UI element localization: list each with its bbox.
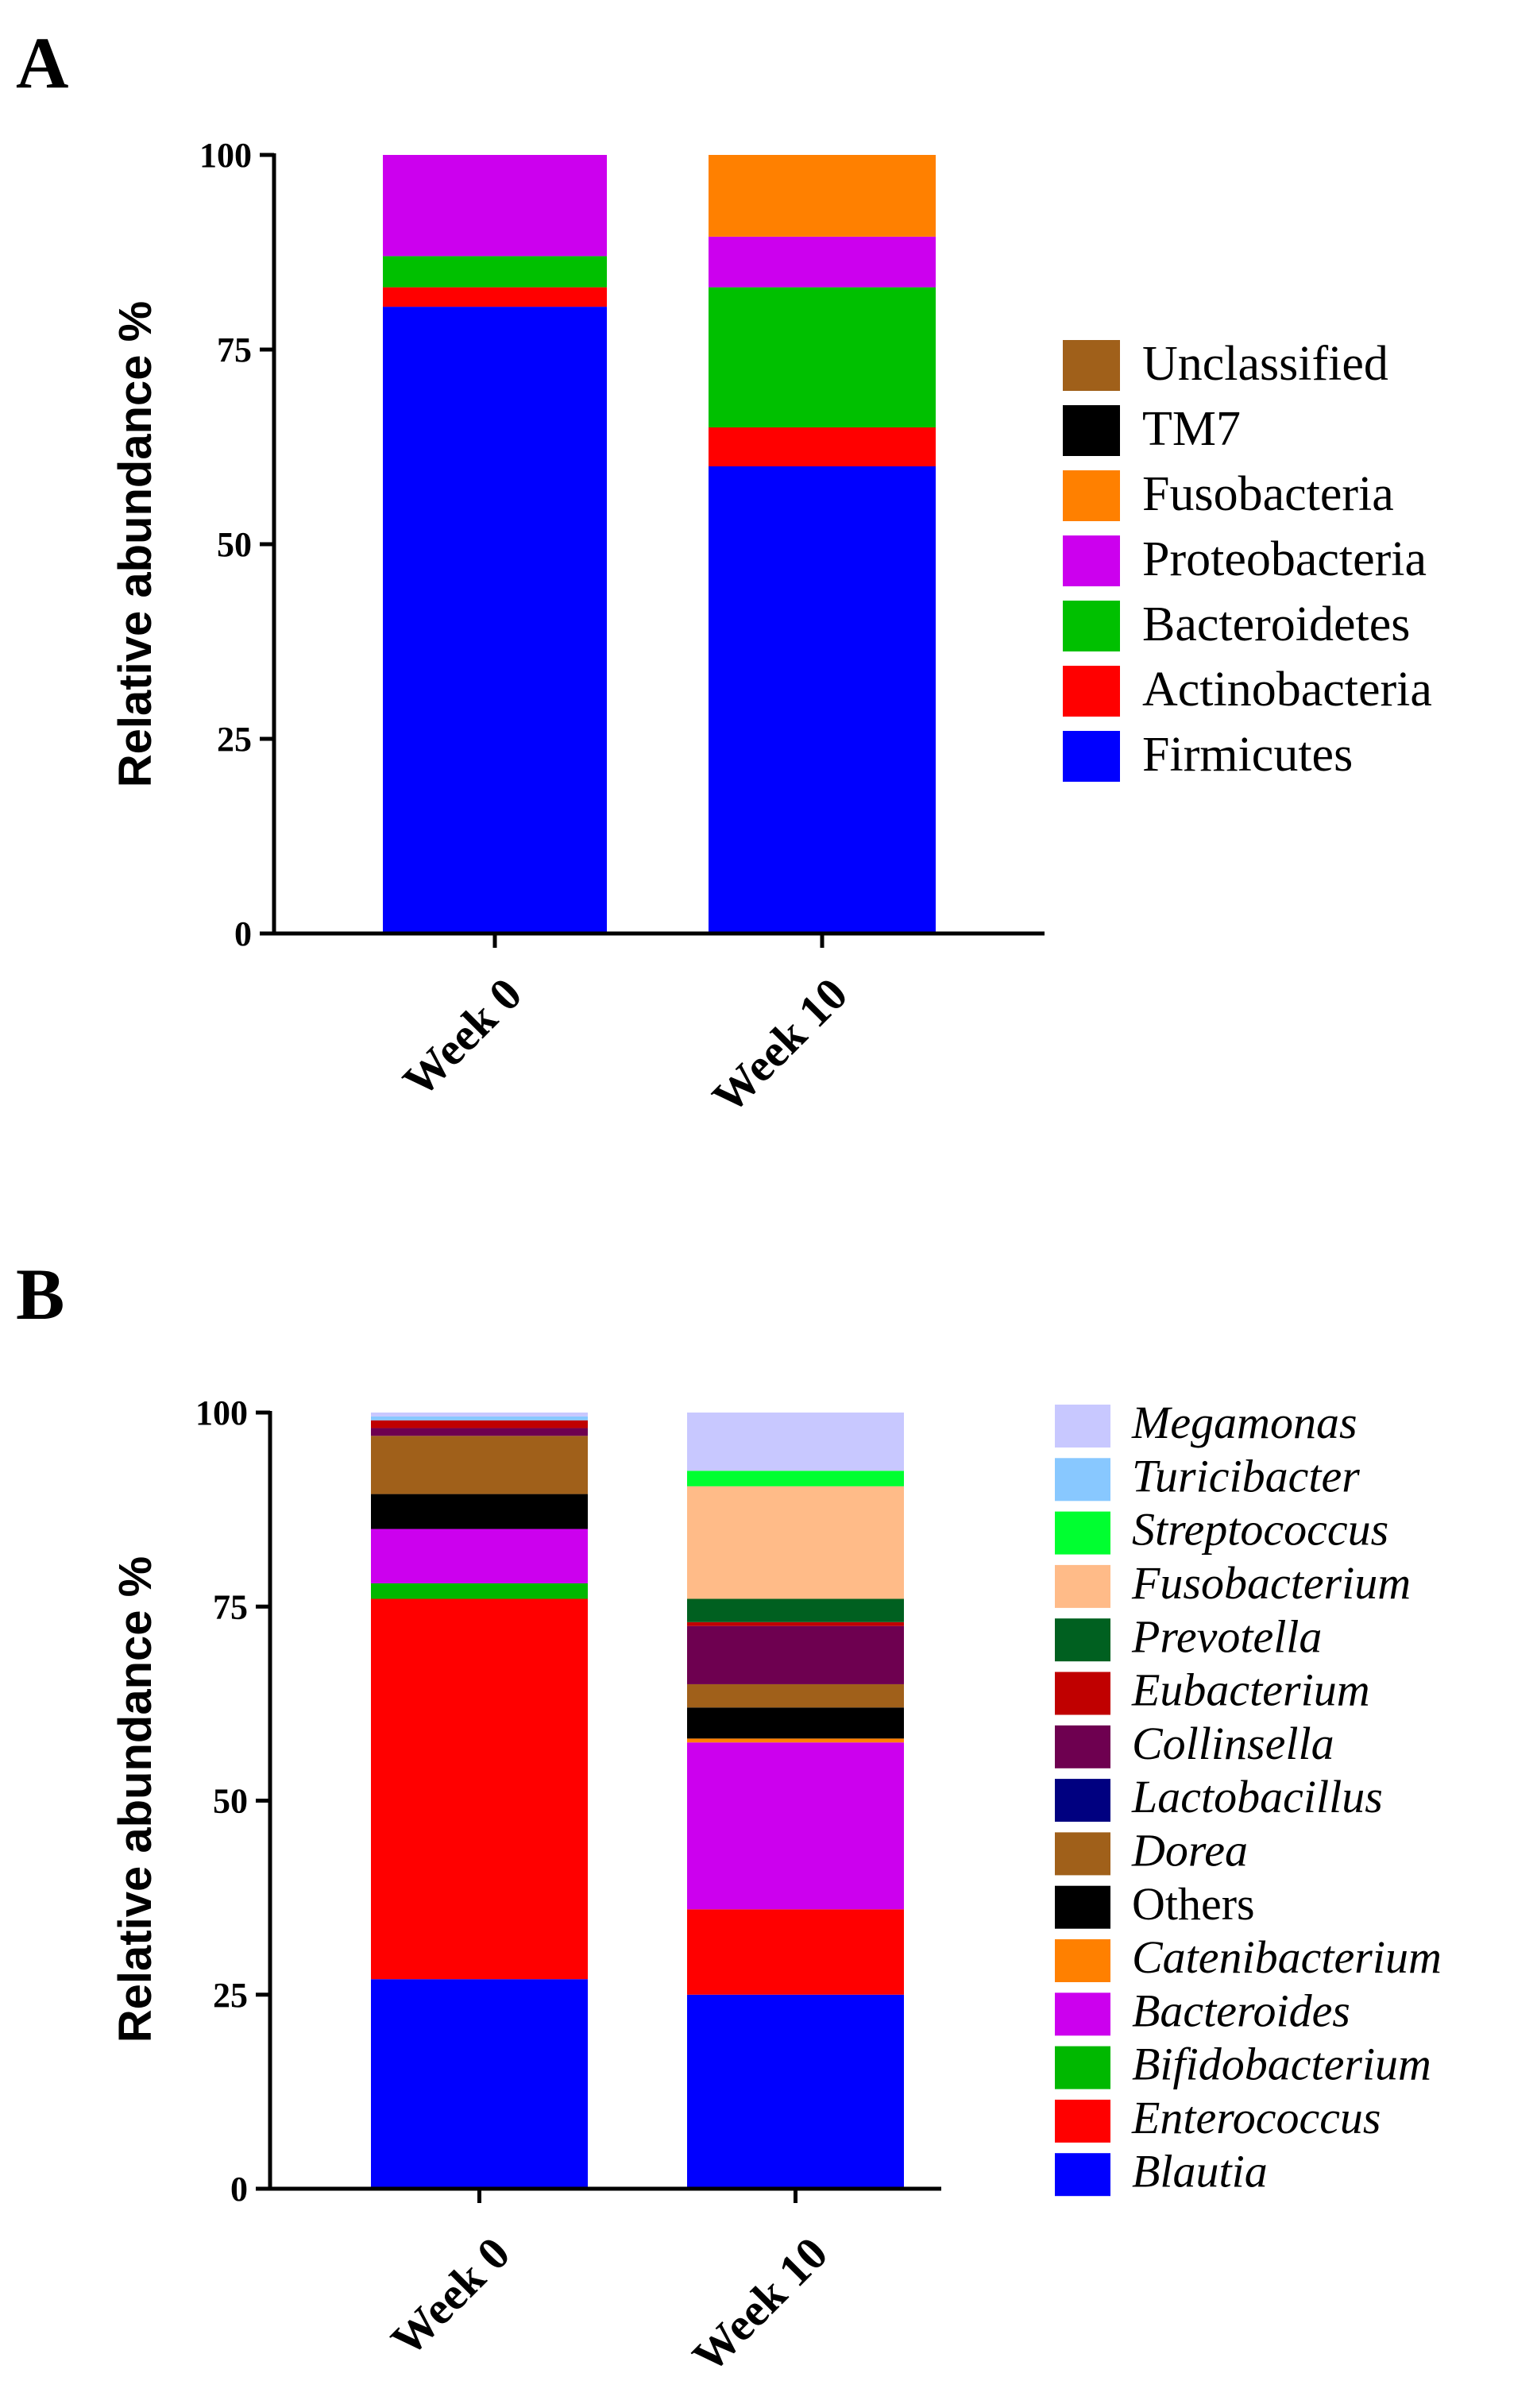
legend-swatch-b-turicibacter [1055, 1458, 1110, 1502]
legend-label-b-bifidobacterium: Bifidobacterium [1132, 2039, 1431, 2090]
legend-label-b-lactobacillus: Lactobacillus [1131, 1771, 1383, 1822]
legend-swatch-a-firmicutes [1063, 731, 1120, 782]
bar-segment-b-week-10-blautia [687, 1994, 904, 2189]
bar-segment-a-week-0-actinobacteria [383, 287, 607, 307]
bar-segment-a-week-10-fusobacteria [709, 155, 936, 237]
legend-label-b-prevotella: Prevotella [1131, 1610, 1322, 1662]
legend-swatch-b-bifidobacterium [1055, 2046, 1110, 2089]
legend-label-a-firmicutes: Firmicutes [1142, 728, 1353, 782]
legend-swatch-b-collinsella [1055, 1725, 1110, 1768]
y-axis-title-a: Relative abundance % [110, 301, 161, 787]
bar-segment-b-week-0-megamonas [371, 1413, 588, 1417]
bar-segment-b-week-10-megamonas [687, 1413, 904, 1471]
legend-label-a-bacteroidetes: Bacteroidetes [1142, 597, 1410, 651]
legend-label-b-enterococcus: Enterococcus [1131, 2092, 1381, 2143]
bar-segment-b-week-0-dorea [371, 1436, 588, 1494]
legend-label-a-unclassified: Unclassified [1142, 337, 1388, 391]
category-label-b-week-0: Week 0 [381, 2227, 520, 2366]
bar-segment-b-week-10-streptococcus [687, 1471, 904, 1486]
bar-segment-b-week-0-others [371, 1494, 588, 1529]
legend-label-b-others: Others [1132, 1878, 1255, 1930]
bar-segment-a-week-10-firmicutes [709, 466, 936, 933]
chart-panel-b: 0 25 50 75 100 Week 0 Week 10 Relative abundanc… [110, 1393, 1442, 2382]
legend-swatch-b-lactobacillus [1055, 1779, 1110, 1822]
panel-b-letter: B [16, 1254, 64, 1335]
legend-swatch-b-megamonas [1055, 1405, 1110, 1448]
y-tick-label-a-100: 100 [199, 136, 252, 175]
legend-swatch-a-fusobacteria [1063, 470, 1120, 521]
legend-swatch-a-proteobacteria [1063, 535, 1120, 586]
legend-swatch-b-dorea [1055, 1832, 1110, 1876]
y-axis-title-b: Relative abundance % [110, 1556, 161, 2043]
legend-label-b-bacteroides: Bacteroides [1132, 1985, 1350, 2036]
bar-segment-b-week-0-blautia [371, 1979, 588, 2189]
legend-swatch-b-streptococcus [1055, 1511, 1110, 1555]
y-tick-label-b-100: 100 [195, 1393, 248, 1432]
legend-label-b-catenibacterium: Catenibacterium [1132, 1931, 1442, 1983]
legend-label-b-megamonas: Megamonas [1131, 1397, 1357, 1448]
legend-swatch-b-catenibacterium [1055, 1939, 1110, 1982]
bar-segment-b-week-0-bacteroides [371, 1529, 588, 1583]
bar-segment-b-week-10-catenibacterium [687, 1738, 904, 1743]
bar-segment-a-week-10-bacteroidetes [709, 287, 936, 427]
bar-segment-a-week-10-actinobacteria [709, 427, 936, 466]
bar-segment-b-week-10-enterococcus [687, 1909, 904, 1995]
bar-segment-b-week-10-collinsella [687, 1625, 904, 1684]
category-label-a-week-0: Week 0 [393, 968, 532, 1107]
y-tick-label-a-0: 0 [234, 914, 252, 953]
legend-label-b-dorea: Dorea [1131, 1825, 1248, 1877]
panel-a-letter: A [16, 22, 68, 103]
y-tick-label-b-0: 0 [230, 2170, 248, 2209]
legend-label-b-blautia: Blautia [1132, 2145, 1268, 2197]
bar-segment-b-week-10-dorea [687, 1683, 904, 1708]
y-tick-label-b-50: 50 [213, 1782, 248, 1821]
legend-swatch-a-unclassified [1063, 340, 1120, 391]
bar-segment-a-week-0-proteobacteria [383, 155, 607, 257]
bar-segment-b-week-10-others [687, 1707, 904, 1739]
legend-label-b-fusobacterium: Fusobacterium [1131, 1557, 1411, 1609]
y-tick-label-b-75: 75 [213, 1587, 248, 1626]
bar-segment-b-week-10-fusobacterium [687, 1486, 904, 1599]
bar-segment-b-week-0-bifidobacterium [371, 1583, 588, 1599]
legend-label-b-eubacterium: Eubacterium [1131, 1664, 1370, 1716]
legend-swatch-b-blautia [1055, 2153, 1110, 2197]
y-tick-label-b-25: 25 [213, 1976, 248, 2015]
bar-segment-b-week-10-prevotella [687, 1598, 904, 1622]
legend-label-b-turicibacter: Turicibacter [1132, 1450, 1360, 1502]
bar-segment-b-week-10-eubacterium [687, 1621, 904, 1626]
legend-swatch-b-bacteroides [1055, 1992, 1110, 2036]
chart-panel-a: 0 25 50 75 100 Week 0 Week 10 Relative abundanc… [110, 136, 1432, 1123]
bar-segment-b-week-0-turicibacter [371, 1416, 588, 1420]
legend-swatch-b-prevotella [1055, 1618, 1110, 1662]
bar-segment-b-week-10-bacteroides [687, 1742, 904, 1910]
y-tick-label-a-75: 75 [217, 330, 252, 369]
legend-label-a-proteobacteria: Proteobacteria [1142, 532, 1427, 586]
legend-swatch-a-bacteroidetes [1063, 601, 1120, 651]
bar-segment-a-week-10-proteobacteria [709, 236, 936, 288]
bar-segment-b-week-0-enterococcus [371, 1598, 588, 1980]
legend-swatch-b-eubacterium [1055, 1672, 1110, 1715]
y-tick-label-a-25: 25 [217, 720, 252, 759]
legend-swatch-b-others [1055, 1885, 1110, 1929]
legend-swatch-b-fusobacterium [1055, 1564, 1110, 1608]
legend-label-a-fusobacteria: Fusobacteria [1142, 467, 1394, 521]
legend-swatch-a-tm7 [1063, 405, 1120, 456]
legend-label-a-tm7: TM7 [1142, 402, 1241, 456]
bar-segment-a-week-0-bacteroidetes [383, 256, 607, 288]
legend-swatch-b-enterococcus [1055, 2099, 1110, 2143]
bar-segment-b-week-0-eubacterium [371, 1420, 588, 1428]
legend-label-b-collinsella: Collinsella [1132, 1718, 1334, 1769]
category-label-b-week-10: Week 10 [682, 2227, 837, 2382]
bar-segment-b-week-0-collinsella [371, 1428, 588, 1436]
legend-label-a-actinobacteria: Actinobacteria [1142, 663, 1432, 717]
legend-label-b-streptococcus: Streptococcus [1132, 1504, 1388, 1556]
legend-swatch-a-actinobacteria [1063, 666, 1120, 717]
bar-segment-a-week-0-firmicutes [383, 307, 607, 934]
y-tick-label-a-50: 50 [217, 525, 252, 564]
category-label-a-week-10: Week 10 [702, 968, 857, 1123]
